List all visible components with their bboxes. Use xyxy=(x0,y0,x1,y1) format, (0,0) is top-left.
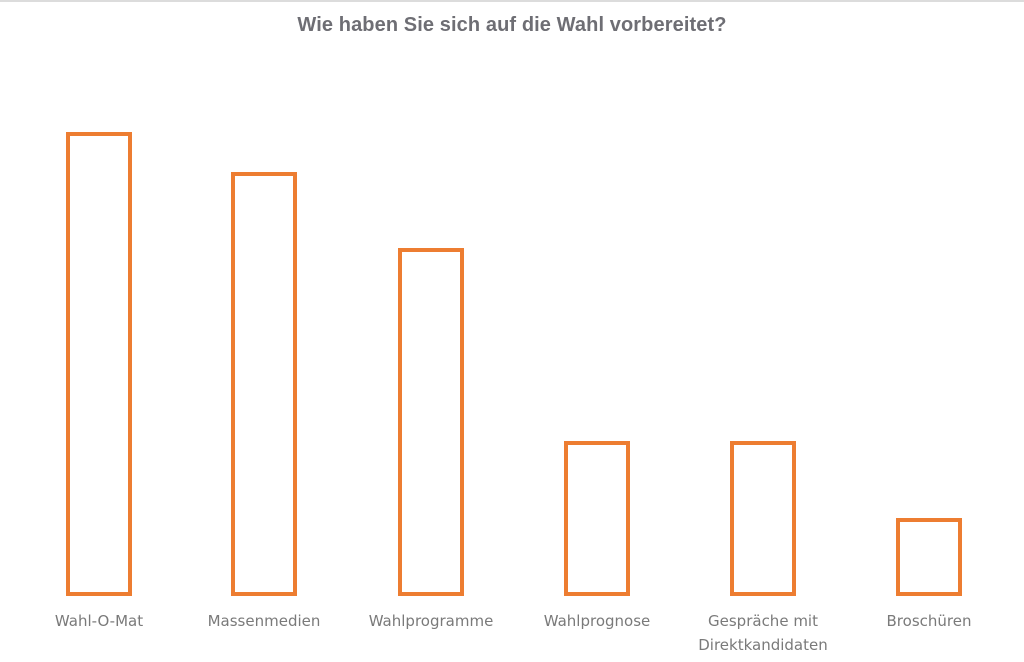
x-axis-label-line: Massenmedien xyxy=(207,612,321,630)
x-axis-label: Broschüren xyxy=(844,609,1014,633)
x-axis-label: Wahl-O-Mat xyxy=(14,609,184,633)
x-axis-label: Gespräche mit Direktkandidaten xyxy=(678,609,848,657)
bar xyxy=(231,172,297,596)
bar xyxy=(730,441,796,596)
bar xyxy=(398,248,464,596)
bar xyxy=(66,132,132,596)
top-divider xyxy=(0,0,1024,2)
x-axis-label-line: Gespräche mit xyxy=(708,612,818,630)
x-axis-label: Wahlprogramme xyxy=(346,609,516,633)
x-axis-label-line: Broschüren xyxy=(886,612,972,630)
x-axis-label: Wahlprognose xyxy=(512,609,682,633)
x-axis-label-line: Wahlprognose xyxy=(543,612,651,630)
x-axis-label: Massenmedien xyxy=(179,609,349,633)
chart-title: Wie haben Sie sich auf die Wahl vorberei… xyxy=(297,14,727,36)
bar xyxy=(896,518,962,596)
x-axis-label-line: Wahl-O-Mat xyxy=(54,612,144,630)
x-axis-label-line: Wahlprogramme xyxy=(368,612,494,630)
x-axis-label-line: Direktkandidaten xyxy=(698,636,828,654)
bar xyxy=(564,441,630,596)
